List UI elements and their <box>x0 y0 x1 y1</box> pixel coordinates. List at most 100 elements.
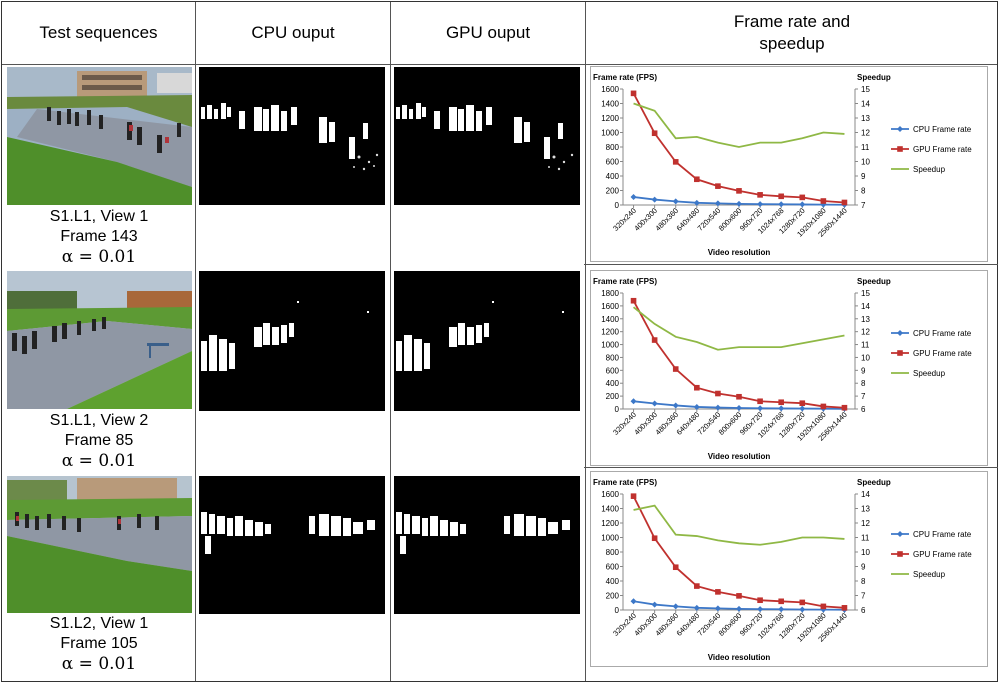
y2-tick-label: 15 <box>861 85 870 94</box>
y2-tick-label: 11 <box>861 143 870 152</box>
cpu-output-mask-1 <box>199 67 385 205</box>
cpu-data-point <box>651 400 658 407</box>
scene-photo-3 <box>7 476 192 613</box>
y-tick-label: 1000 <box>601 129 619 138</box>
frame-label: Frame 85 <box>64 432 134 449</box>
gpu-data-point <box>799 599 806 606</box>
y-tick-label: 0 <box>615 405 620 414</box>
cpu-data-point <box>799 405 806 412</box>
y2-tick-label: 11 <box>861 534 870 543</box>
y-tick-label: 800 <box>606 353 620 362</box>
cpu-data-point <box>757 405 764 412</box>
legend-label: GPU Frame rate <box>913 349 972 358</box>
cpu-data-point <box>778 201 785 208</box>
x-axis-title: Video resolution <box>708 248 771 257</box>
y-tick-label: 1600 <box>601 85 619 94</box>
gpu-data-point <box>757 192 763 198</box>
legend-label: Speedup <box>913 369 946 378</box>
cpu-data-point <box>736 605 742 612</box>
y-tick-label: 400 <box>606 172 620 181</box>
y2-tick-label: 12 <box>861 519 870 528</box>
gpu-data-point <box>820 603 827 610</box>
y-tick-label: 200 <box>606 592 620 601</box>
gpu-data-point <box>672 159 679 165</box>
gpu-data-point <box>672 564 679 571</box>
sequence-label: S1.L1, View 2 <box>49 412 149 429</box>
y-tick-label: 600 <box>606 563 620 572</box>
gpu-output-mask-3 <box>394 476 580 614</box>
column-divider <box>585 2 586 681</box>
cpu-data-point <box>736 405 742 412</box>
cpu-data-point <box>714 404 721 411</box>
cpu-data-point <box>714 200 721 207</box>
gpu-data-point <box>736 593 742 599</box>
y2-tick-label: 15 <box>861 289 870 298</box>
y2-tick-label: 10 <box>861 353 870 362</box>
y2-tick-label: 6 <box>861 606 866 615</box>
gpu-data-point <box>778 598 784 605</box>
gpu-data-point <box>651 535 658 542</box>
cpu-data-point <box>799 201 806 208</box>
frame-rate-chart-1-plot: Frame rate (FPS) Speedup Video resolution 0… <box>593 73 972 257</box>
y-tick-label: 400 <box>606 577 620 586</box>
alpha-label: α = 0.01 <box>61 451 137 471</box>
legend-marker <box>897 350 903 356</box>
cpu-data-point <box>778 405 785 412</box>
row-divider <box>584 467 998 468</box>
y-tick-label: 800 <box>606 143 620 152</box>
y-tick-label: 200 <box>606 187 620 196</box>
cpu-data-point <box>693 604 700 611</box>
header-frame-rate-line1: Frame rate and <box>733 12 851 31</box>
y-tick-label: 800 <box>606 548 620 557</box>
caption-2: S1.L1, View 2 Frame 85 α = 0.01 <box>6 411 192 471</box>
gpu-data-point <box>651 337 658 343</box>
gpu-data-point <box>820 403 827 410</box>
y2-tick-label: 13 <box>861 114 870 123</box>
gpu-output-mask-1 <box>394 67 580 205</box>
cpu-output-mask-2 <box>199 271 385 411</box>
scene-photo-1-image <box>7 67 192 205</box>
gpu-data-point <box>630 297 637 304</box>
frame-rate-chart-2-plot: Frame rate (FPS) Speedup Video resolution 0… <box>593 277 972 461</box>
legend-label: CPU Frame rate <box>913 530 972 539</box>
gpu-data-point <box>672 366 679 372</box>
scene-photo-2 <box>7 271 192 409</box>
cpu-data-point <box>778 606 785 613</box>
gpu-data-point <box>757 597 763 604</box>
cpu-data-point <box>651 196 658 203</box>
cpu-data-point <box>630 194 637 201</box>
frame-rate-chart-1: Frame rate (FPS) Speedup Video resolution 0… <box>590 66 988 262</box>
scene-photo-2-image <box>7 271 192 409</box>
y2-tick-label: 7 <box>861 592 866 601</box>
header-test-sequences: Test sequences <box>39 23 158 42</box>
y2-tick-label: 14 <box>861 302 870 311</box>
cpu-data-point <box>630 398 637 405</box>
header-divider <box>2 64 997 65</box>
sequence-label: S1.L2, View 1 <box>49 615 149 632</box>
gpu-data-point <box>841 199 848 206</box>
series-line-gpu-frame-rate <box>632 495 845 609</box>
gpu-data-point <box>630 90 637 97</box>
series-line-speedup <box>633 504 845 546</box>
y-tick-label: 1000 <box>601 341 619 350</box>
y-axis-title: Frame rate (FPS) <box>593 73 657 82</box>
y-tick-label: 0 <box>615 606 620 615</box>
y2-tick-label: 9 <box>861 366 866 375</box>
y2-tick-label: 9 <box>861 563 866 572</box>
gpu-data-point <box>820 198 827 204</box>
gpu-data-point <box>715 390 721 397</box>
header-cpu-output: CPU ouput <box>251 23 335 42</box>
y2-tick-label: 10 <box>861 548 870 557</box>
cpu-output-mask-1-image <box>201 103 379 171</box>
gpu-data-point <box>799 400 806 406</box>
cpu-data-point <box>693 199 700 206</box>
header-frame-rate-line2: speedup <box>759 34 825 53</box>
frame-rate-chart-2: Frame rate (FPS) Speedup Video resolution 0… <box>590 270 988 466</box>
cpu-data-point <box>799 606 806 613</box>
gpu-data-point <box>736 188 742 194</box>
y-tick-label: 1400 <box>601 505 619 514</box>
gpu-data-point <box>715 183 721 189</box>
frame-rate-chart-3: Frame rate (FPS) Speedup Video resolution 0… <box>590 471 988 667</box>
legend-marker <box>897 126 903 132</box>
gpu-data-point <box>715 589 721 595</box>
